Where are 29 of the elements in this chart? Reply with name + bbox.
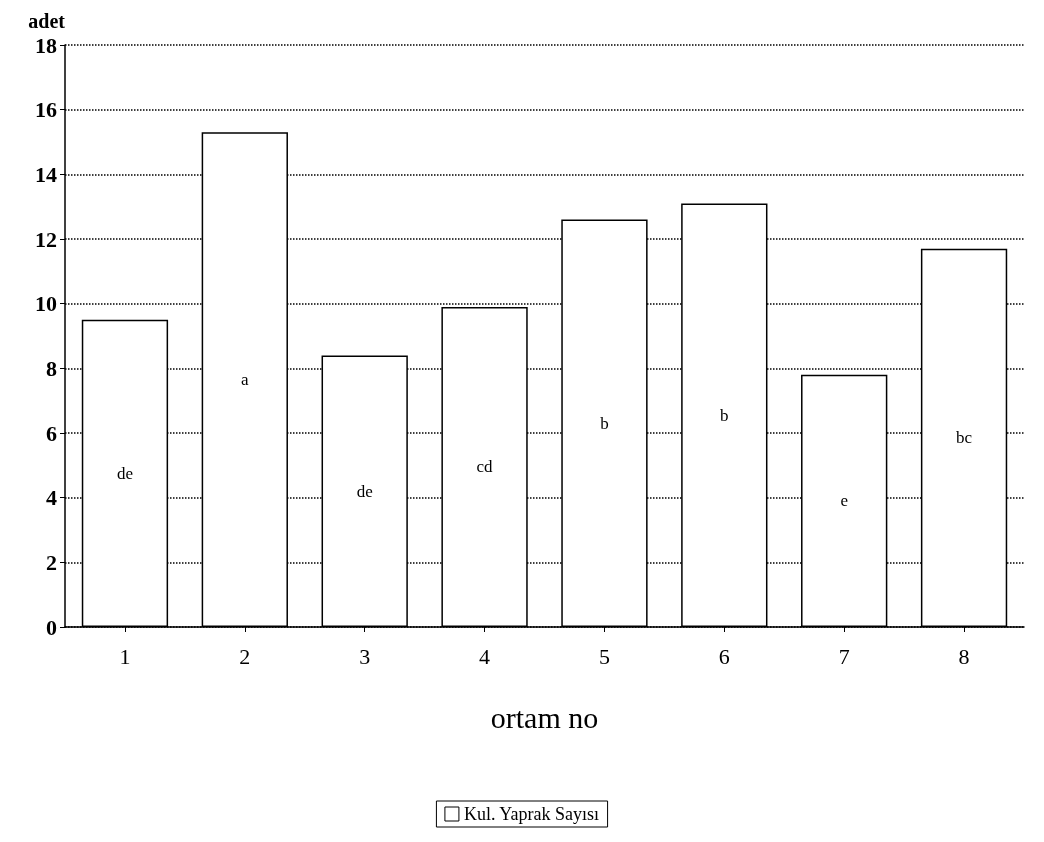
- data-label: de: [116, 463, 133, 483]
- y-tick-label: 12: [35, 226, 57, 252]
- y-tick-label: 18: [35, 32, 57, 58]
- data-label: bc: [956, 428, 973, 448]
- data-label: a: [241, 370, 250, 390]
- x-axis-title: ortam no: [490, 700, 599, 734]
- data-label: e: [840, 491, 848, 511]
- y-tick-label: 6: [46, 420, 57, 446]
- data-label: de: [356, 481, 373, 501]
- y-tick-label: 2: [46, 549, 57, 575]
- x-tick-label: 7: [838, 643, 850, 669]
- y-tick-label: 0: [46, 614, 57, 640]
- x-tick-label: 6: [718, 643, 730, 669]
- y-axis-title: adet: [28, 10, 66, 32]
- x-tick-label: 3: [359, 643, 371, 669]
- data-label: cd: [476, 457, 494, 477]
- y-tick-label: 4: [46, 485, 57, 511]
- y-tick-label: 10: [35, 291, 57, 317]
- x-tick-label: 2: [239, 643, 251, 669]
- legend-label: Kul. Yaprak Sayısı: [463, 804, 599, 824]
- data-label: b: [720, 405, 729, 425]
- data-label: b: [600, 413, 609, 433]
- y-tick-label: 16: [35, 97, 57, 123]
- x-tick-label: 8: [958, 643, 970, 669]
- y-tick-label: 14: [35, 161, 57, 187]
- y-tick-label: 8: [46, 355, 57, 381]
- x-tick-label: 4: [479, 643, 491, 669]
- x-tick-label: 5: [598, 643, 610, 669]
- x-tick-label: 1: [119, 643, 131, 669]
